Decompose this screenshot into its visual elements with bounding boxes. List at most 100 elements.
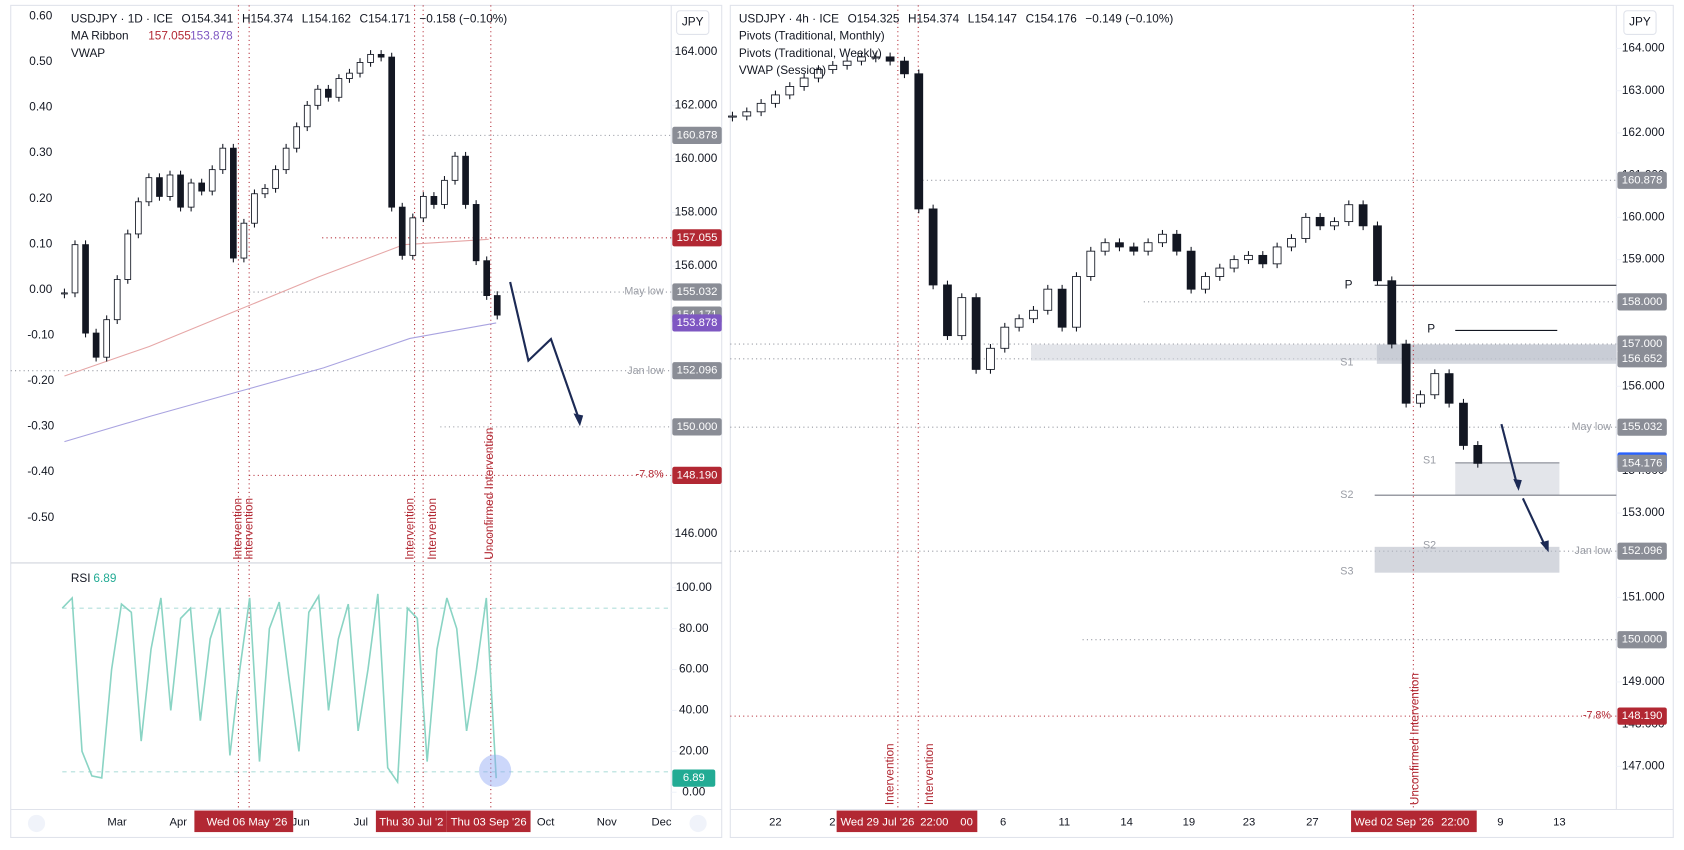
candle — [1143, 242, 1153, 252]
candle — [900, 60, 909, 75]
candle — [871, 56, 881, 59]
rsi-value: 6.89 — [93, 571, 116, 585]
candle — [971, 297, 981, 370]
y-tick-label: 147.000 — [1622, 759, 1665, 773]
candle — [198, 182, 206, 192]
candle — [1100, 242, 1110, 252]
y-tick-label: -0.20 — [27, 373, 54, 387]
event-label: Intervention — [402, 498, 416, 560]
y-tick-label: 153.000 — [1622, 505, 1665, 519]
candle — [113, 279, 121, 321]
candle — [430, 195, 438, 205]
candle — [451, 155, 459, 181]
y-tick-label: 40.00 — [679, 703, 709, 717]
price-label-box — [672, 126, 722, 144]
price-label: 153.878 — [677, 317, 718, 329]
x-label: Nov — [597, 816, 617, 828]
candle — [1387, 280, 1397, 345]
candle — [177, 174, 184, 208]
price-label-box — [1617, 171, 1667, 189]
candle — [135, 201, 142, 235]
header-item: USDJPY · 4h · ICE — [739, 11, 839, 25]
pivot-label: S2 — [1340, 489, 1353, 501]
candle — [293, 126, 301, 149]
header-item: L154.147 — [968, 11, 1017, 25]
header-item: −0.149 (−0.10%) — [1085, 11, 1173, 25]
x-highlight — [375, 810, 447, 833]
candle — [1287, 238, 1296, 248]
x-highlight — [1351, 810, 1477, 833]
candle — [1201, 276, 1210, 290]
button[interactable] — [27, 814, 46, 833]
x-label: 11 — [1058, 816, 1070, 828]
y-tick-label: 162.000 — [675, 97, 718, 111]
candle — [346, 72, 353, 79]
annotation: -7.8% — [1583, 710, 1611, 722]
rsi-label: RSI — [71, 571, 91, 585]
candle — [914, 73, 924, 210]
price-label-box — [1617, 335, 1667, 353]
candle — [251, 193, 258, 224]
candle — [441, 179, 448, 205]
x-label: 19 — [1183, 816, 1196, 828]
price-label: 155.032 — [1622, 421, 1663, 433]
candle — [230, 147, 237, 259]
candle — [1473, 445, 1483, 464]
candle — [282, 147, 290, 171]
header-item: USDJPY · 1D · ICE — [71, 11, 173, 25]
event-label: Unconfirmed Intervention — [482, 428, 496, 560]
currency[interactable]: JPY — [682, 15, 704, 29]
rsi-line — [61, 593, 497, 785]
event-label: Intervention — [882, 743, 896, 805]
ma-ribbon — [64, 238, 489, 377]
x-highlight-label: Wed 02 Sep '26 — [1354, 816, 1434, 828]
candle — [857, 56, 866, 62]
x-label: 9 — [1497, 816, 1503, 828]
candle — [1401, 343, 1411, 404]
candle — [799, 77, 809, 87]
candle — [1186, 250, 1196, 290]
candle — [156, 177, 163, 197]
y-tick-label: 0.50 — [29, 54, 52, 68]
y-tick-label: 60.00 — [679, 662, 709, 676]
y-tick-label: -0.10 — [27, 327, 54, 341]
candle — [462, 155, 469, 205]
pivot-label: S3 — [1340, 565, 1353, 577]
candle — [1072, 276, 1081, 328]
x-highlight — [194, 810, 294, 833]
price-label-box — [672, 283, 722, 301]
candle — [842, 60, 852, 66]
event-label: Intervention — [425, 498, 439, 560]
currency-box[interactable] — [1623, 10, 1657, 35]
candle — [1301, 216, 1311, 239]
header-item: H154.374 — [908, 11, 960, 25]
x-label: 22 — [769, 816, 782, 828]
y-tick-label: 0.60 — [29, 8, 52, 22]
y-tick-label: -0.40 — [27, 464, 54, 478]
pivot-label: P — [1427, 322, 1435, 336]
y-tick-label: 164.000 — [1622, 41, 1665, 55]
currency[interactable]: JPY — [1629, 15, 1651, 29]
candle — [335, 78, 343, 98]
candle — [1430, 373, 1440, 396]
candle — [1272, 246, 1282, 265]
candle — [1258, 254, 1268, 265]
y-tick-label: 151.000 — [1622, 590, 1665, 604]
price-label: 148.190 — [677, 469, 718, 481]
price-label: 160.878 — [1622, 174, 1663, 186]
currency-box[interactable] — [676, 10, 710, 35]
s1-box — [1455, 462, 1560, 496]
price-label: 154.176 — [1622, 457, 1663, 469]
candle — [1014, 318, 1024, 328]
header-item: O154.325 — [848, 11, 900, 25]
x-label: 13 — [1553, 816, 1566, 828]
price-label-box — [672, 314, 722, 332]
annotation: May low — [624, 286, 664, 298]
button[interactable] — [689, 814, 707, 833]
candle — [472, 204, 480, 262]
rsi-highlight — [478, 754, 512, 787]
candle — [943, 284, 952, 337]
x-label: Mar — [107, 816, 127, 828]
candle — [219, 147, 227, 171]
